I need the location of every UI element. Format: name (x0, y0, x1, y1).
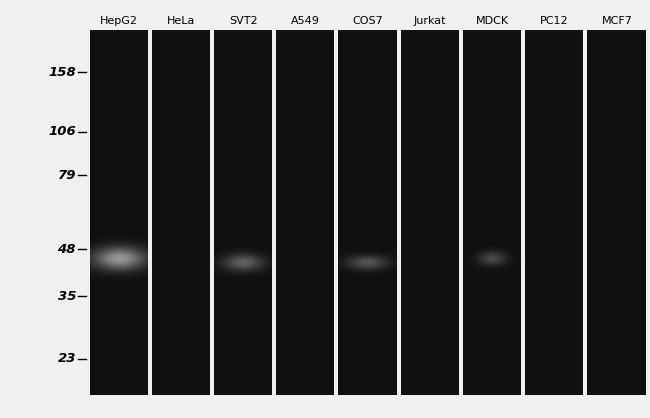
Text: HeLa: HeLa (167, 16, 196, 26)
Text: 23: 23 (57, 352, 76, 365)
Text: MCF7: MCF7 (601, 16, 632, 26)
Text: MDCK: MDCK (476, 16, 509, 26)
Text: 48: 48 (57, 243, 76, 256)
Text: 158: 158 (48, 66, 76, 79)
Text: Jurkat: Jurkat (414, 16, 447, 26)
Text: HepG2: HepG2 (100, 16, 138, 26)
Text: 35: 35 (57, 290, 76, 303)
Text: SVT2: SVT2 (229, 16, 258, 26)
Text: COS7: COS7 (352, 16, 383, 26)
Text: A549: A549 (291, 16, 320, 26)
Text: 79: 79 (57, 169, 76, 182)
Text: 106: 106 (48, 125, 76, 138)
Text: PC12: PC12 (540, 16, 569, 26)
